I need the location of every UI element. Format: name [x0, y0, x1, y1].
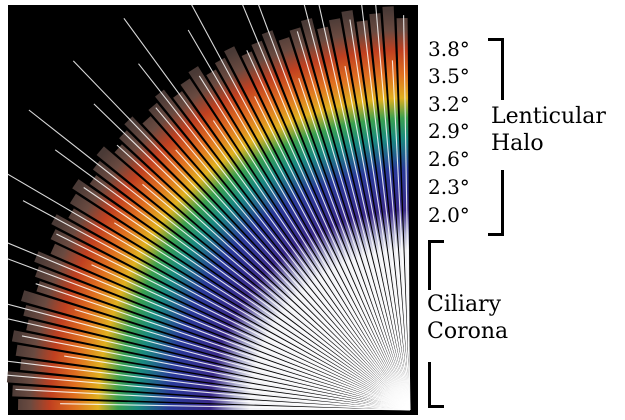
ciliary-label-line2: Corona: [427, 319, 508, 345]
tick-label: 3.8°: [428, 38, 470, 60]
lenticular-label-line1: Lenticular: [491, 104, 606, 130]
ciliary-label-line1: Ciliary: [427, 292, 501, 318]
tick-label: 2.3°: [428, 176, 470, 198]
tick-label: 3.5°: [428, 65, 470, 87]
tick-label: 3.2°: [428, 93, 470, 115]
lenticular-label-line2: Halo: [491, 131, 544, 157]
tick-label: 2.0°: [428, 204, 470, 226]
tick-label: 2.9°: [428, 120, 470, 142]
tick-label: 2.6°: [428, 148, 470, 170]
